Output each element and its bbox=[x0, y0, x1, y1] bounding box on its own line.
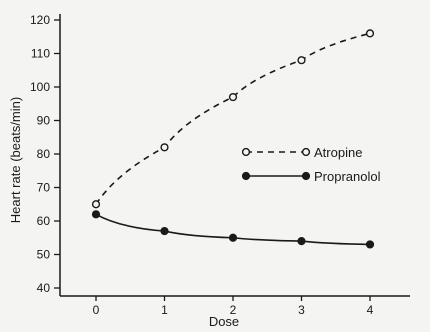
y-tick-label: 110 bbox=[31, 47, 50, 61]
data-point-atropine bbox=[160, 143, 169, 152]
legend-marker-atropine bbox=[301, 147, 311, 157]
y-tick-label: 100 bbox=[30, 80, 50, 94]
legend-marker-propranolol bbox=[241, 171, 251, 181]
data-point-atropine bbox=[91, 200, 101, 209]
data-point-atropine bbox=[365, 29, 375, 38]
series-line-atropine bbox=[95, 32, 371, 205]
data-point-atropine bbox=[228, 92, 238, 102]
x-axis-label: Dose bbox=[209, 314, 239, 329]
x-tick-label: 2 bbox=[230, 303, 237, 317]
y-tick-label: 60 bbox=[37, 214, 51, 228]
data-point-propranolol bbox=[297, 237, 306, 246]
y-tick-label: 90 bbox=[37, 114, 51, 128]
y-tick-label: 120 bbox=[30, 13, 50, 27]
data-point-propranolol bbox=[365, 240, 375, 249]
x-tick-label: 1 bbox=[161, 303, 168, 317]
data-point-propranolol bbox=[160, 226, 169, 236]
x-tick-label: 4 bbox=[367, 303, 374, 317]
legend-marker-atropine bbox=[241, 147, 251, 157]
x-tick-label: 0 bbox=[93, 303, 100, 317]
data-point-atropine bbox=[297, 56, 306, 65]
x-tick-label: 3 bbox=[298, 303, 305, 317]
legend: Atropine Propranolol bbox=[241, 145, 381, 184]
data-point-propranolol bbox=[91, 210, 101, 219]
data-point-propranolol bbox=[228, 233, 238, 242]
axes bbox=[59, 14, 410, 297]
y-tick-label: 50 bbox=[37, 248, 51, 262]
y-tick-label: 40 bbox=[37, 281, 51, 295]
y-ticks: 40 50 60 70 80 90 100 110 120 bbox=[30, 13, 60, 295]
legend-label-propranolol: Propranolol bbox=[314, 169, 381, 184]
series-layer bbox=[91, 29, 375, 249]
y-tick-label: 80 bbox=[37, 147, 51, 161]
legend-marker-propranolol bbox=[301, 171, 311, 181]
legend-label-atropine: Atropine bbox=[314, 145, 362, 160]
x-ticks: 0 1 2 3 4 bbox=[93, 296, 374, 317]
y-axis-label: Heart rate (beats/min) bbox=[8, 97, 23, 223]
y-tick-label: 70 bbox=[37, 181, 51, 195]
